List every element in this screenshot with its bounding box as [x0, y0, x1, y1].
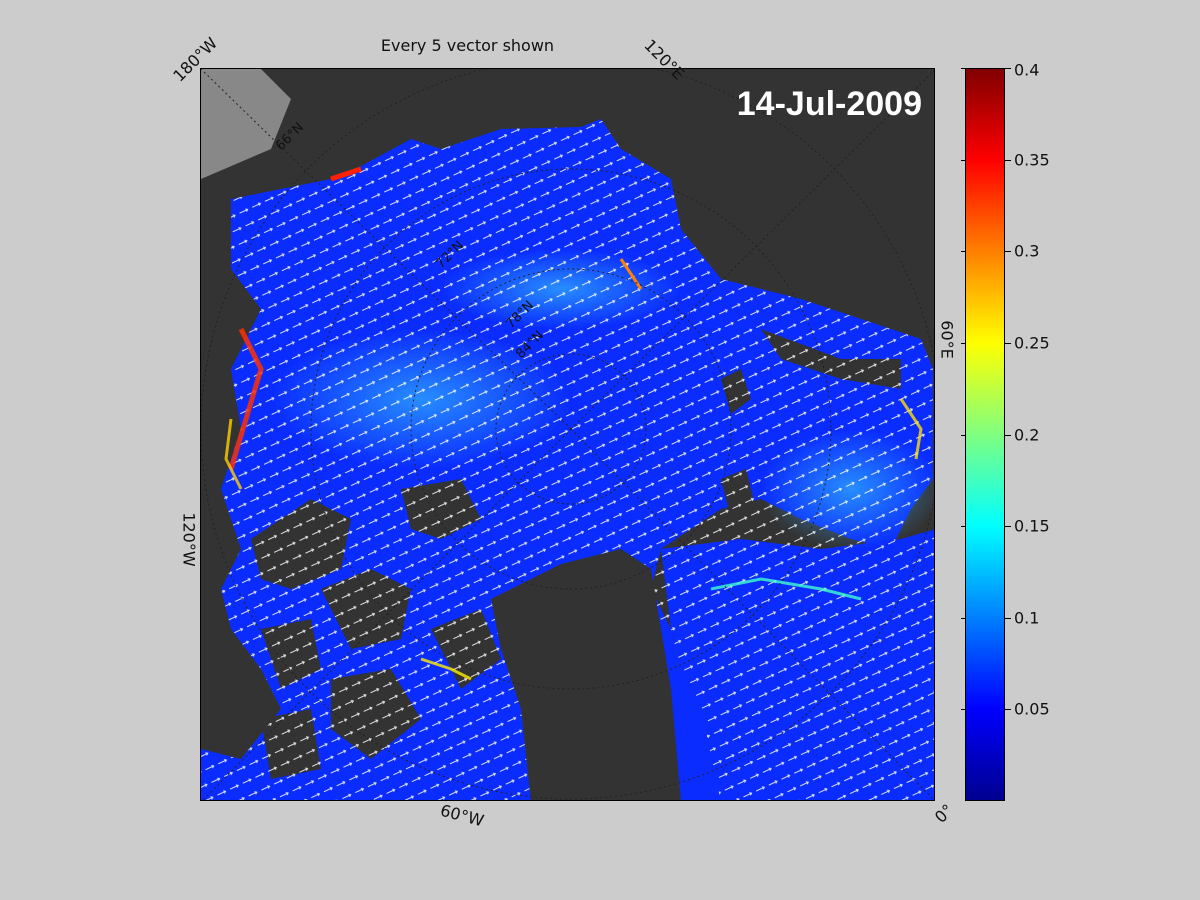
colorbar-tick-inner — [961, 342, 966, 344]
colorbar-tick — [1005, 617, 1011, 619]
colorbar-tick — [1005, 159, 1011, 161]
colorbar-tick-inner — [961, 526, 966, 528]
colorbar-tick-inner — [961, 159, 966, 161]
colorbar-tick — [1005, 434, 1011, 436]
alaska-land — [201, 69, 291, 179]
colorbar-tick — [1005, 251, 1011, 253]
lon-label-60e: 60°E — [937, 320, 957, 359]
colorbar-tick-label: 0.1 — [1014, 608, 1040, 628]
map-canvas: 66°N 72°N 78°N 84°N — [201, 69, 934, 800]
colorbar-tick-inner — [961, 251, 966, 253]
colorbar-tick-label: 0.35 — [1014, 150, 1050, 170]
map-title: Every 5 vector shown — [380, 36, 555, 55]
colorbar-tick-label: 0.3 — [1014, 241, 1040, 261]
colorbar-tick-label: 0.4 — [1014, 60, 1040, 80]
colorbar-tick-label: 0.2 — [1014, 425, 1040, 444]
colorbar-tick-inner — [961, 68, 966, 69]
colorbar-tick — [1005, 342, 1011, 344]
lon-label-120w: 120°W — [179, 512, 199, 567]
colorbar-tick-label: 0.15 — [1014, 516, 1050, 536]
beaufort-jet-edge — [224, 418, 243, 490]
kara-jet — [899, 398, 923, 460]
baffin-jet — [420, 657, 472, 681]
colorbar-tick-label: 0.05 — [1014, 699, 1050, 719]
graticule — [201, 69, 934, 800]
lon-label-0: 0° — [930, 800, 958, 827]
laptev-jet — [619, 258, 643, 290]
colorbar-tick-inner — [961, 434, 966, 436]
colorbar-tick-inner — [961, 709, 966, 711]
velocity-vectors — [201, 119, 934, 800]
date-stamp: 14-Jul-2009 — [736, 85, 922, 123]
colorbar-tick — [1005, 526, 1011, 528]
greenland — [491, 549, 681, 800]
atlantic-front — [710, 577, 862, 601]
colorbar-tick — [1005, 68, 1011, 69]
lon-label-60w: 60°W — [438, 800, 486, 831]
colorbar-tick — [1005, 709, 1011, 711]
beaufort-jet — [228, 327, 264, 470]
colorbar-tick-label: 0.25 — [1014, 333, 1050, 353]
arctic-velocity-map: 66°N 72°N 78°N 84°N 14-Jul-2009 — [200, 68, 935, 801]
bering-jet — [330, 166, 362, 182]
colorbar-tick-inner — [961, 617, 966, 619]
colorbar — [965, 68, 1005, 801]
